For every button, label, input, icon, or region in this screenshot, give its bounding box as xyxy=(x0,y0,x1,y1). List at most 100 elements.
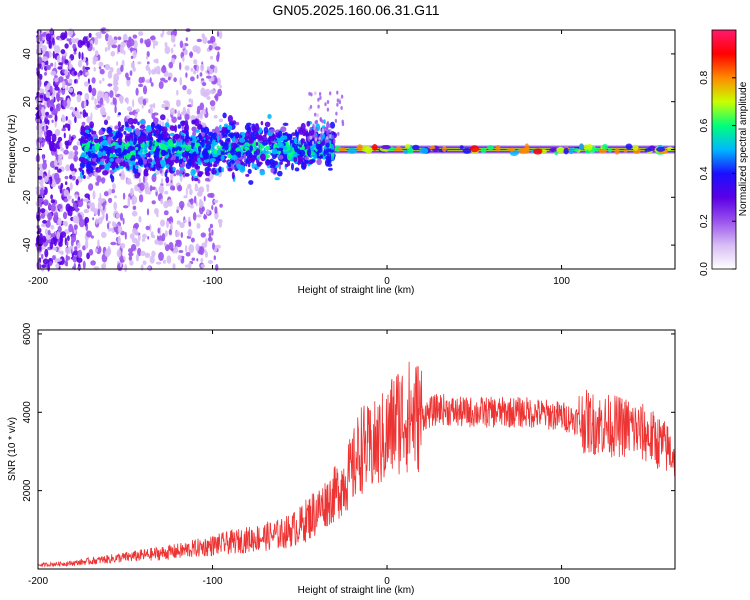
spectrogram-cell xyxy=(64,43,69,49)
spectrogram-cell xyxy=(94,143,100,151)
spectrogram-cell xyxy=(87,141,90,149)
spectrogram-cell xyxy=(190,67,194,72)
spectrogram-cell xyxy=(56,104,59,111)
spectrogram-cell xyxy=(291,142,295,148)
spectrogram-cell xyxy=(195,243,200,252)
x-tick-label: -200 xyxy=(28,576,48,587)
spectrogram-cell xyxy=(141,156,145,161)
spectrogram-cell xyxy=(97,208,101,217)
spectrogram-cell xyxy=(93,67,96,72)
spectrogram-cell xyxy=(142,158,147,165)
spectrogram-cell xyxy=(193,59,198,65)
spectrogram-cell xyxy=(41,264,47,269)
spectrogram-cell xyxy=(137,61,142,65)
spectrogram-cell xyxy=(165,183,170,187)
spectrogram-cell xyxy=(459,145,464,150)
spectrogram-cell xyxy=(159,167,163,174)
spectrogram-cell xyxy=(99,68,105,75)
spectrogram-cell xyxy=(112,161,119,168)
spectrogram-cell xyxy=(130,55,134,60)
spectrogram-cell xyxy=(212,242,215,250)
spectrogram-cell xyxy=(83,99,87,108)
spectrogram-cell xyxy=(45,60,49,66)
spectrogram-cell xyxy=(38,73,43,81)
spectrogram-cell xyxy=(139,124,146,129)
spectrogram-cell xyxy=(164,137,170,141)
spectrogram-cell xyxy=(50,237,57,245)
spectrogram-cell xyxy=(58,249,61,254)
spectrogram-cell xyxy=(63,211,68,220)
spectrogram-cell xyxy=(145,38,151,48)
spectrogram-cell xyxy=(168,229,173,236)
spectrogram-cell xyxy=(214,126,220,135)
spectrogram-cell xyxy=(186,88,192,95)
spectrogram-cell xyxy=(185,72,188,78)
spectrogram-cell xyxy=(74,246,78,251)
spectrogram-cell xyxy=(142,175,146,184)
spectrogram-cell xyxy=(184,244,188,253)
spectrogram-cell xyxy=(314,91,317,96)
spectrogram-cell xyxy=(266,154,270,159)
spectrogram-cell xyxy=(347,147,358,154)
spectrogram-cell xyxy=(72,43,77,50)
spectrogram-cell xyxy=(54,86,60,91)
spectrogram-cell xyxy=(176,89,179,96)
spectrogram-cell xyxy=(148,145,153,151)
spectrogram-cell xyxy=(198,187,203,196)
spectrogram-cell xyxy=(40,208,46,214)
snr-series-line xyxy=(37,361,676,568)
spectrogram-cell xyxy=(131,200,135,205)
spectrogram-cell xyxy=(37,175,43,180)
spectrogram-cell xyxy=(129,187,134,197)
spectrogram-cell xyxy=(57,168,62,173)
spectrogram-cell xyxy=(144,252,151,258)
spectrogram-cell xyxy=(261,134,268,143)
spectrogram-cell xyxy=(138,158,142,165)
spectrogram-cell xyxy=(214,93,219,102)
spectrogram-cell xyxy=(318,136,321,141)
spectrogram-cell xyxy=(614,148,620,155)
spectrogram-cell xyxy=(50,203,56,212)
spectrogram-cell xyxy=(245,173,250,177)
spectrogram-cell xyxy=(188,244,195,254)
spectrogram-cell xyxy=(180,232,183,238)
spectrogram-cell xyxy=(151,200,156,205)
spectrogram-cell xyxy=(51,133,57,143)
spectrogram-cell xyxy=(264,121,271,128)
spectrogram-cell xyxy=(111,44,118,49)
spectrogram-cell xyxy=(183,157,187,161)
spectrogram-cell xyxy=(118,126,124,132)
spectrogram-cell xyxy=(94,50,99,57)
spectrogram-cell xyxy=(130,61,135,69)
spectrogram-cell xyxy=(216,30,220,37)
spectrogram-cell xyxy=(119,212,124,221)
spectrogram-cell xyxy=(132,99,135,108)
spectrogram-cell xyxy=(42,219,47,224)
spectrogram-cell xyxy=(134,172,141,179)
spectrogram-cell xyxy=(209,64,215,70)
spectrogram-cell xyxy=(71,198,75,204)
spectrogram-cell xyxy=(326,100,330,104)
spectrogram-cell xyxy=(135,164,139,170)
spectrogram-cell xyxy=(101,263,105,270)
spectrogram-cell xyxy=(203,159,210,163)
spectrogram-cell xyxy=(69,58,72,66)
spectrogram-cell xyxy=(336,90,339,95)
spectrogram-cell xyxy=(265,150,269,155)
spectrogram-cell xyxy=(48,169,51,177)
spectrogram-cell xyxy=(200,87,206,97)
spectrogram-cell xyxy=(212,132,218,141)
spectrogram-cell xyxy=(103,155,107,160)
spectrogram-cell xyxy=(54,159,58,166)
spectrogram-cell xyxy=(119,44,124,54)
spectrogram-cell xyxy=(45,91,51,98)
spectrogram-cell xyxy=(101,177,106,184)
spectrogram-cell xyxy=(573,148,579,152)
spectrogram-cell xyxy=(147,158,153,163)
spectrogram-cell xyxy=(315,119,318,124)
snr-x-label: Height of straight line (km) xyxy=(298,585,415,596)
spectrogram-cell xyxy=(75,206,79,213)
spectrogram-cell xyxy=(208,227,211,233)
spectrogram-cell xyxy=(64,69,69,76)
spectrogram-cell xyxy=(166,217,172,222)
